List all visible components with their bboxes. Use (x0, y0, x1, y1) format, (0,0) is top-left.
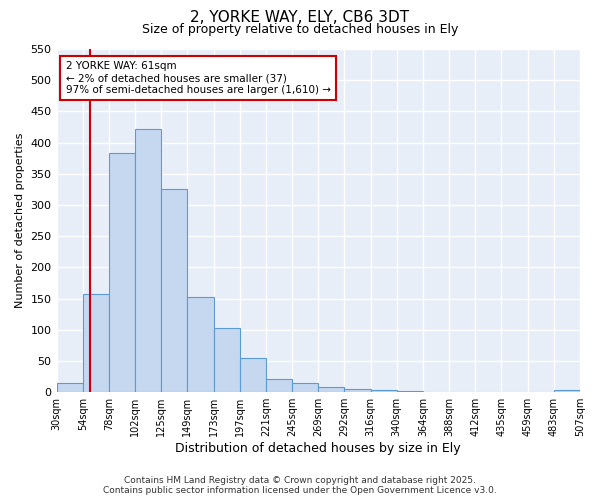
Bar (266, 379, 292, 392)
Bar (214, 328, 240, 392)
Bar (554, 390, 580, 392)
Bar (109, 153, 135, 392)
Text: Contains HM Land Registry data © Crown copyright and database right 2025.
Contai: Contains HM Land Registry data © Crown c… (103, 476, 497, 495)
Bar (135, 129, 161, 392)
Y-axis label: Number of detached properties: Number of detached properties (15, 133, 25, 308)
Bar (397, 391, 423, 392)
Text: Size of property relative to detached houses in Ely: Size of property relative to detached ho… (142, 22, 458, 36)
Bar (371, 390, 397, 392)
Bar (83, 294, 109, 392)
Bar (344, 389, 371, 392)
Text: 2, YORKE WAY, ELY, CB6 3DT: 2, YORKE WAY, ELY, CB6 3DT (190, 10, 410, 25)
Bar (240, 358, 266, 392)
Bar (161, 190, 187, 392)
Bar (292, 384, 318, 392)
X-axis label: Distribution of detached houses by size in Ely: Distribution of detached houses by size … (175, 442, 461, 455)
Bar (318, 387, 344, 392)
Bar (187, 298, 214, 392)
Text: 2 YORKE WAY: 61sqm
← 2% of detached houses are smaller (37)
97% of semi-detached: 2 YORKE WAY: 61sqm ← 2% of detached hous… (66, 62, 331, 94)
Bar (56, 384, 83, 392)
